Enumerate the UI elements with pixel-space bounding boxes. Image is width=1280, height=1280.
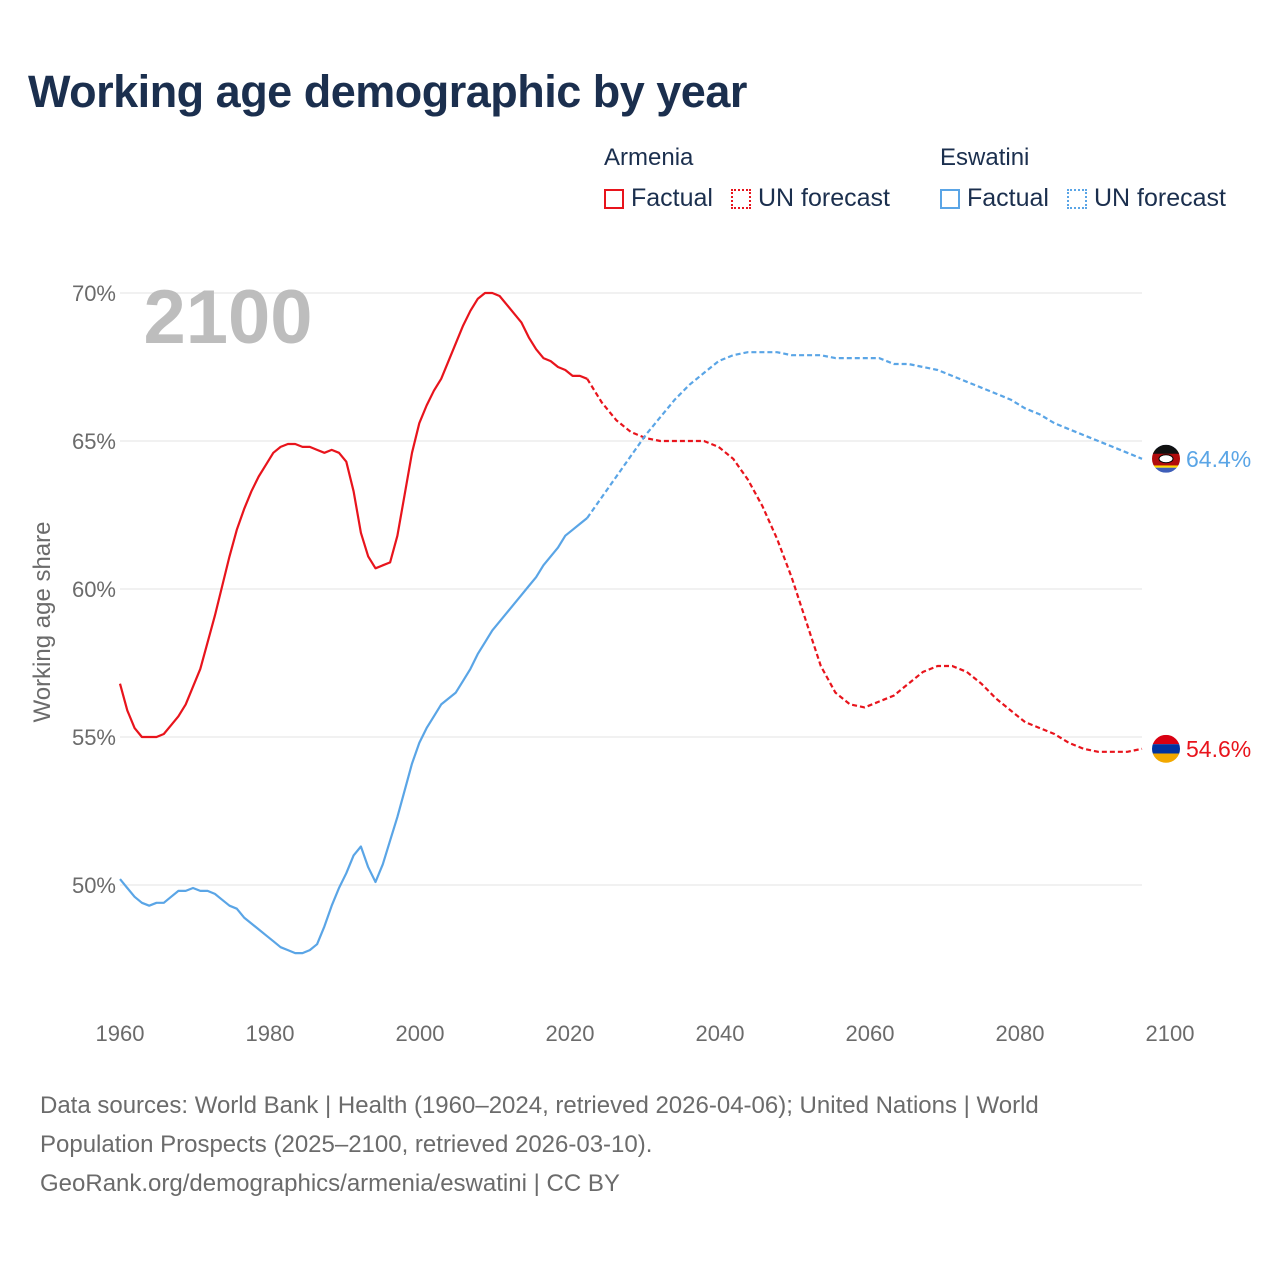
x-tick-label: 2000 <box>396 1021 445 1046</box>
armenia-flag-icon <box>1152 734 1180 763</box>
y-tick-label: 60% <box>72 577 116 602</box>
legend-label: UN forecast <box>1093 184 1226 212</box>
armenia-flag-icon-stripe <box>1152 734 1180 745</box>
legend-eswatini-factual[interactable]: Factual <box>940 184 1049 213</box>
legend-swatch-dotted <box>1066 188 1087 209</box>
footer-line: Data sources: World Bank | Health (1960–… <box>40 1092 1039 1119</box>
legend-label: Factual <box>967 184 1049 212</box>
y-tick-label: 70% <box>72 281 116 306</box>
x-tick-label: 2100 <box>1146 1021 1195 1046</box>
legend-label: Factual <box>631 184 713 212</box>
legend-armenia-name: Armenia <box>604 144 694 171</box>
chart-title: Working age demographic by year <box>28 66 747 117</box>
x-tick-label: 2080 <box>996 1021 1045 1046</box>
legend-label: UN forecast <box>757 184 890 212</box>
legend-eswatini-forecast[interactable]: UN forecast <box>1066 184 1226 213</box>
x-tick-label: 1960 <box>96 1021 145 1046</box>
end-markers: 64.4% 54.6% <box>1152 444 1251 763</box>
x-axis-ticks: 1960 1980 2000 2020 2040 2060 2080 2100 <box>96 1021 1195 1046</box>
y-tick-label: 50% <box>72 873 116 898</box>
series-lines <box>118 291 1143 955</box>
eswatini-flag-icon <box>1152 444 1180 473</box>
armenia-end-value: 54.6% <box>1186 736 1251 762</box>
footer-line: Population Prospects (2025–2100, retriev… <box>40 1131 653 1158</box>
footer-source-link[interactable]: GeoRank.org/demographics/armenia/eswatin… <box>40 1170 620 1197</box>
eswatini-shield-icon <box>1158 454 1174 464</box>
x-tick-label: 2040 <box>696 1021 745 1046</box>
eswatini-flag-icon-stripe <box>1152 467 1180 473</box>
legend-swatch-solid <box>604 188 624 209</box>
eswatini-factual-line <box>119 517 588 955</box>
eswatini-forecast-line <box>586 351 1143 519</box>
gridlines <box>120 292 1142 886</box>
legend-armenia-factual[interactable]: Factual <box>604 184 713 213</box>
legend-swatch-dotted <box>730 188 751 209</box>
y-tick-label: 65% <box>72 429 116 454</box>
y-tick-label: 55% <box>72 725 116 750</box>
eswatini-end-value: 64.4% <box>1186 446 1251 472</box>
footer-sources: Data sources: World Bank | Health (1960–… <box>40 1086 1220 1203</box>
armenia-forecast-line <box>586 378 1143 753</box>
legend-armenia: Armenia Factual UN forecast <box>604 144 890 213</box>
legend-eswatini: Eswatini Factual UN forecast <box>940 144 1226 213</box>
x-tick-label: 2060 <box>846 1021 895 1046</box>
y-axis-ticks: 50% 55% 60% 65% 70% <box>72 281 116 898</box>
armenia-factual-line <box>118 291 588 739</box>
legend-eswatini-name: Eswatini <box>940 144 1030 171</box>
eswatini-flag-icon-stripe <box>1152 465 1180 468</box>
armenia-flag-icon-stripe <box>1152 753 1180 763</box>
year-watermark: 2100 <box>143 275 312 360</box>
x-tick-label: 1980 <box>246 1021 295 1046</box>
legend-armenia-forecast[interactable]: UN forecast <box>730 184 890 213</box>
legend-swatch-solid <box>940 188 960 209</box>
line-chart: 50% 55% 60% 65% 70% 1960 1980 2000 2020 2040 2060… <box>29 275 1251 1046</box>
eswatini-flag-top <box>1152 444 1180 454</box>
armenia-flag-icon-stripe <box>1152 744 1180 754</box>
y-axis-label: Working age share <box>29 522 56 723</box>
x-tick-label: 2020 <box>546 1021 595 1046</box>
